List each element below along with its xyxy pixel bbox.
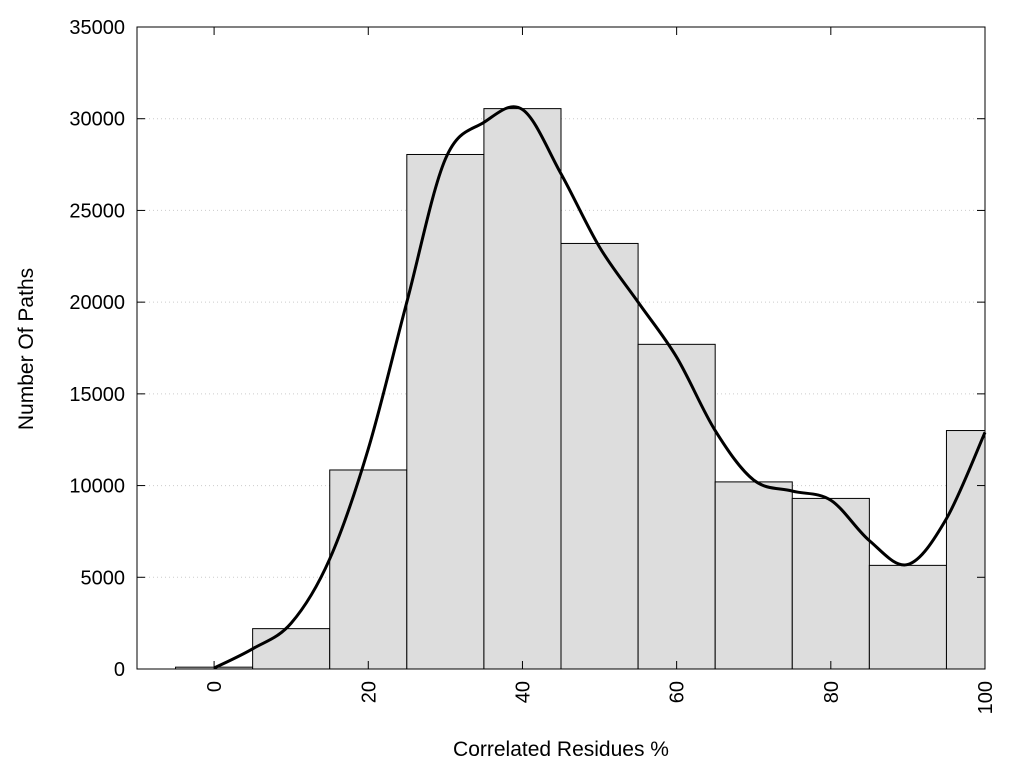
histogram-bar bbox=[560, 242, 639, 670]
histogram-bar bbox=[714, 481, 793, 670]
histogram-bar bbox=[252, 628, 331, 670]
x-tick-label: 40 bbox=[512, 681, 534, 703]
histogram-bar bbox=[791, 497, 870, 670]
y-axis-title: Number Of Paths bbox=[15, 268, 38, 430]
density-curve bbox=[213, 105, 987, 670]
x-tick-label: 80 bbox=[821, 681, 843, 703]
x-tick-label: 20 bbox=[358, 681, 380, 703]
y-tick-label: 20000 bbox=[69, 292, 125, 314]
histogram-bar bbox=[329, 469, 408, 670]
histogram-bar bbox=[483, 108, 562, 670]
y-tick-label: 0 bbox=[114, 659, 125, 681]
histogram-bar bbox=[406, 153, 485, 670]
x-axis-ticks: 0 20 40 60 80 100 bbox=[204, 27, 997, 714]
x-tick-label: 100 bbox=[975, 681, 997, 714]
y-axis-ticks: 0 5000 10000 15000 20000 25000 30000 35000 bbox=[69, 17, 985, 681]
y-tick-label: 5000 bbox=[81, 567, 126, 589]
x-axis-title: Correlated Residues % bbox=[453, 738, 669, 761]
y-tick-label: 35000 bbox=[69, 17, 125, 39]
y-tick-label: 25000 bbox=[69, 200, 125, 222]
histogram-bar bbox=[945, 430, 986, 670]
y-tick-label: 10000 bbox=[69, 476, 125, 498]
histogram-bar bbox=[637, 343, 716, 670]
x-tick-label: 0 bbox=[204, 681, 226, 692]
x-tick-label: 60 bbox=[667, 681, 689, 703]
plot-frame bbox=[136, 26, 986, 670]
y-tick-label: 15000 bbox=[69, 384, 125, 406]
bars bbox=[175, 108, 986, 670]
y-tick-label: 30000 bbox=[69, 109, 125, 131]
histogram-bar bbox=[868, 564, 947, 670]
